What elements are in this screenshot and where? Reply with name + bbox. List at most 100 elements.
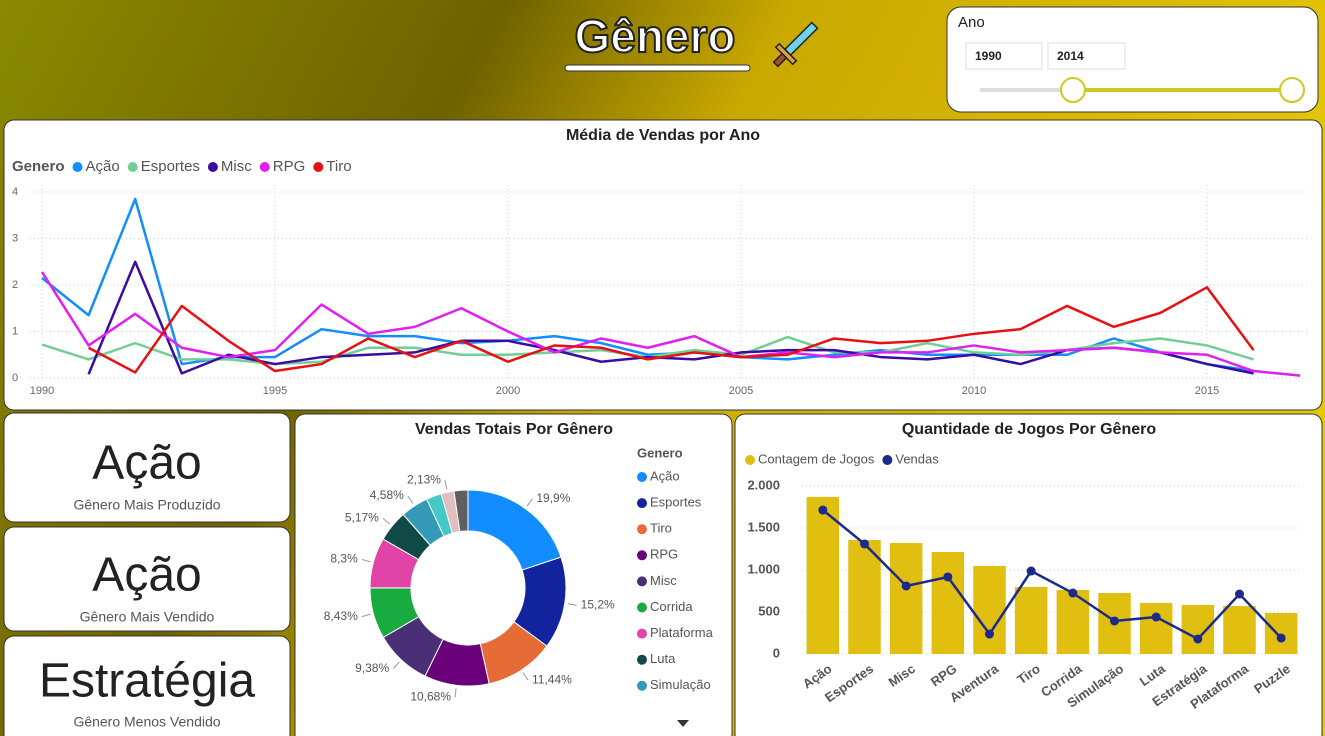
legend-marker <box>637 550 647 561</box>
legend-marker <box>637 576 647 587</box>
data-label: 19,9% <box>536 491 570 505</box>
series-line <box>88 286 1255 374</box>
legend-marker <box>127 162 138 172</box>
line-point <box>1151 612 1161 622</box>
leader-line <box>407 495 414 504</box>
line-point <box>1235 589 1244 599</box>
y-tick-label: 1 <box>12 325 18 337</box>
legend-marker <box>72 162 83 172</box>
bar <box>806 496 840 654</box>
legend-label: Luta <box>650 651 676 666</box>
slider-handle[interactable] <box>1060 77 1086 103</box>
card <box>3 412 291 523</box>
legend-label: Simulação <box>650 677 711 692</box>
legend-marker <box>259 162 270 172</box>
bar <box>1223 606 1256 654</box>
chart-title: Média de Vendas por Ano <box>566 127 760 144</box>
y-tick-label: 1.500 <box>747 519 780 534</box>
card-label: Gênero Menos Vendido <box>73 714 220 730</box>
legend-title: Genero <box>637 445 683 460</box>
bar <box>973 565 1006 654</box>
legend-marker <box>637 602 647 613</box>
line-point <box>1068 588 1078 598</box>
legend-marker <box>637 680 647 691</box>
leader-line <box>522 672 529 681</box>
legend-label: Ação <box>86 158 120 175</box>
legend-marker <box>313 162 324 172</box>
legend-marker <box>637 654 647 665</box>
y-tick-label: 3 <box>12 232 18 244</box>
data-label: 8,43% <box>324 609 358 623</box>
line-panel <box>3 119 1323 411</box>
line-point <box>901 581 911 591</box>
y-tick-label: 1.000 <box>747 561 780 576</box>
y-tick-label: 2 <box>12 279 18 291</box>
leader-line <box>392 661 400 669</box>
x-tick-label: 1990 <box>30 385 54 397</box>
bar <box>848 540 881 654</box>
slicer-end: 2014 <box>1057 49 1084 63</box>
card <box>3 526 291 632</box>
page-title: Gênero <box>574 10 735 62</box>
legend-marker <box>637 524 647 535</box>
card <box>3 635 291 736</box>
bar <box>1139 603 1173 654</box>
x-tick-label: 2010 <box>962 385 986 397</box>
chart-title: Quantidade de Jogos Por Gênero <box>902 421 1156 438</box>
data-label: 2,13% <box>407 473 441 487</box>
leader-line <box>382 517 391 525</box>
line-point <box>985 629 994 639</box>
series-line <box>822 509 1283 641</box>
bar <box>1264 613 1298 654</box>
slicer-end-box[interactable] <box>1047 42 1126 70</box>
slider-handle[interactable] <box>1279 77 1305 103</box>
legend-label: Misc <box>221 158 252 175</box>
sword-icon <box>772 21 819 68</box>
legend-marker <box>882 455 893 465</box>
legend-label: Misc <box>650 573 677 588</box>
leader-line <box>454 688 457 698</box>
legend-more[interactable] <box>677 720 689 727</box>
pie-slice <box>453 489 469 533</box>
legend-label: RPG <box>650 547 678 562</box>
card-label: Gênero Mais Vendido <box>80 609 215 625</box>
data-label: 11,44% <box>532 672 572 686</box>
leader-line <box>361 613 371 618</box>
data-label: 8,3% <box>330 552 358 566</box>
x-tick-label: 2015 <box>1195 385 1219 397</box>
series-line <box>40 271 1301 377</box>
series-line <box>87 260 1254 375</box>
legend-title: Genero <box>12 158 65 175</box>
card-value: Ação <box>92 437 201 490</box>
legend-label: Tiro <box>650 521 672 536</box>
x-tick-label: 2000 <box>496 385 520 397</box>
y-tick-label: 0 <box>12 372 18 384</box>
card-label: Gênero Mais Produzido <box>73 497 220 513</box>
legend-label: Plataforma <box>650 625 714 640</box>
card-value: Estratégia <box>39 655 255 708</box>
legend-marker <box>745 455 755 465</box>
data-label: 4,58% <box>370 488 404 502</box>
y-tick-label: 4 <box>12 186 18 198</box>
data-label: 5,17% <box>345 511 379 525</box>
leader-line <box>526 498 533 507</box>
slicer-panel <box>946 6 1319 113</box>
bar <box>889 543 923 654</box>
data-label: 10,68% <box>410 689 451 703</box>
line-point <box>1193 634 1203 644</box>
legend-marker <box>637 628 647 639</box>
line-point <box>818 505 828 515</box>
chart-title: Vendas Totais Por Gênero <box>415 421 613 438</box>
bar <box>1014 586 1048 654</box>
legend-label: Tiro <box>326 158 351 175</box>
data-label: 9,38% <box>355 661 389 675</box>
slicer-start-box[interactable] <box>965 42 1043 70</box>
legend-marker <box>637 498 647 509</box>
line-point <box>860 539 869 549</box>
line-point <box>1026 566 1036 576</box>
legend-label: Corrida <box>650 599 693 614</box>
slicer-start: 1990 <box>975 49 1002 63</box>
line-point <box>943 572 953 582</box>
